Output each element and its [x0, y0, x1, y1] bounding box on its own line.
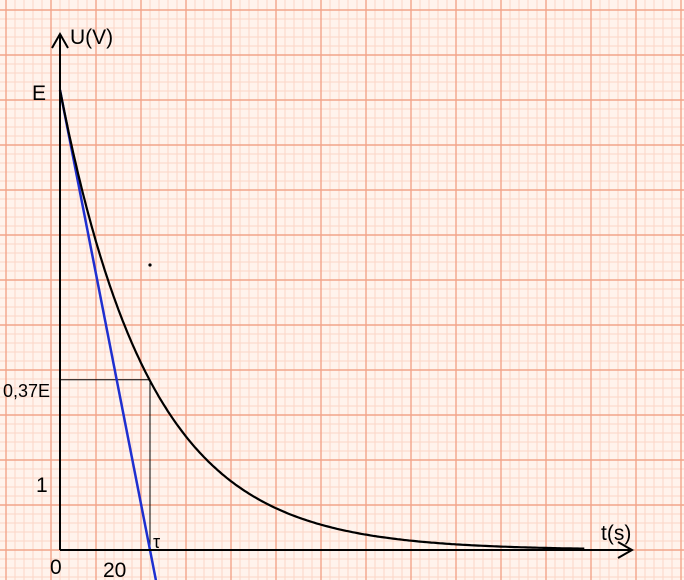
- labels: U(V) t(s) E 0,37E 1 0 20 τ: [3, 26, 631, 580]
- axes: [51, 31, 635, 559]
- y-axis-label: U(V): [70, 26, 113, 49]
- y-tick-label-e: E: [32, 82, 46, 105]
- stray-dot: [148, 263, 152, 267]
- x-axis-arrow: [617, 541, 635, 559]
- tau-annotation: τ: [153, 532, 160, 552]
- x-axis-label: t(s): [601, 522, 631, 545]
- tangent-line: [58, 89, 158, 580]
- decay-curve: [58, 89, 585, 550]
- x-tick-label-20: 20: [103, 559, 126, 580]
- y-tick-label-1: 1: [36, 474, 48, 497]
- series-group: [58, 89, 585, 580]
- y-tick-label-037e: 0,37E: [3, 381, 50, 401]
- y-axis-arrow: [51, 31, 69, 49]
- x-tick-label-0: 0: [50, 556, 62, 579]
- guide-lines: [60, 379, 151, 550]
